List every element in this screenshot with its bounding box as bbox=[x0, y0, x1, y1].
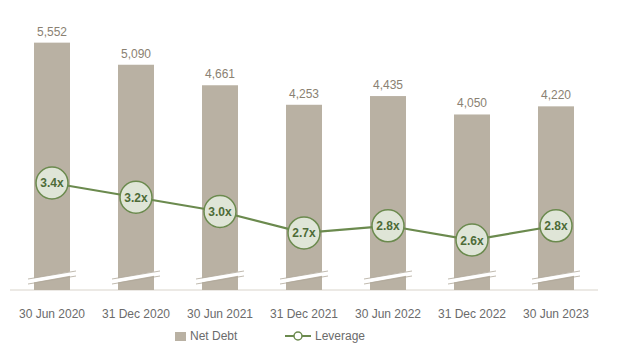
bar bbox=[538, 106, 574, 290]
x-tick-label: 31 Dec 2021 bbox=[270, 307, 338, 321]
x-tick-label: 30 Jun 2023 bbox=[523, 307, 589, 321]
break-mark bbox=[448, 271, 496, 284]
data-label: 4,220 bbox=[541, 88, 571, 102]
chart-container: 5,552 5,090 4,661 4,253 4,435 4,050 4,220 3.4x 3… bbox=[0, 0, 640, 350]
legend-marker bbox=[294, 332, 302, 340]
legend-label: Net Debt bbox=[190, 329, 238, 343]
bar bbox=[454, 114, 490, 290]
data-label: 5,552 bbox=[37, 25, 67, 39]
data-label: 2.7x bbox=[292, 226, 316, 240]
bar bbox=[286, 105, 322, 290]
x-tick-label: 30 Jun 2021 bbox=[187, 307, 253, 321]
data-label: 4,435 bbox=[373, 78, 403, 92]
plot-marks bbox=[34, 43, 574, 290]
data-label: 3.2x bbox=[124, 191, 148, 205]
bar bbox=[202, 85, 238, 290]
chart-svg: 5,552 5,090 4,661 4,253 4,435 4,050 4,220 3.4x 3… bbox=[0, 0, 640, 350]
data-label: 3.0x bbox=[208, 205, 232, 219]
legend: Net Debt Leverage bbox=[175, 329, 365, 343]
bar bbox=[370, 96, 406, 290]
break-mark bbox=[112, 271, 160, 284]
bar bbox=[34, 43, 70, 290]
break-mark bbox=[280, 271, 328, 284]
data-label: 3.4x bbox=[40, 176, 64, 190]
data-label: 2.8x bbox=[376, 219, 400, 233]
marker bbox=[288, 217, 320, 249]
x-tick-label: 30 Jun 2022 bbox=[355, 307, 421, 321]
data-label: 4,661 bbox=[205, 67, 235, 81]
data-label: 2.6x bbox=[460, 234, 484, 248]
legend-swatch bbox=[175, 332, 186, 341]
marker bbox=[456, 224, 488, 256]
break-mark bbox=[532, 271, 580, 284]
data-label: 4,050 bbox=[457, 96, 487, 110]
labels: 5,552 5,090 4,661 4,253 4,435 4,050 4,220 3.4x 3… bbox=[28, 25, 580, 284]
marker bbox=[36, 167, 68, 199]
data-label: 2.8x bbox=[544, 219, 568, 233]
marker bbox=[120, 181, 152, 213]
marker bbox=[372, 210, 404, 242]
legend-label: Leverage bbox=[315, 329, 365, 343]
marker bbox=[204, 196, 236, 228]
data-label: 5,090 bbox=[121, 47, 151, 61]
x-tick-label: 31 Dec 2020 bbox=[102, 307, 170, 321]
break-mark bbox=[28, 271, 76, 284]
x-tick-label: 31 Dec 2022 bbox=[438, 307, 506, 321]
break-mark bbox=[196, 271, 244, 284]
marker bbox=[540, 210, 572, 242]
bar bbox=[118, 65, 154, 290]
data-label: 4,253 bbox=[289, 87, 319, 101]
x-tick-label: 30 Jun 2020 bbox=[19, 307, 85, 321]
break-mark bbox=[364, 271, 412, 284]
